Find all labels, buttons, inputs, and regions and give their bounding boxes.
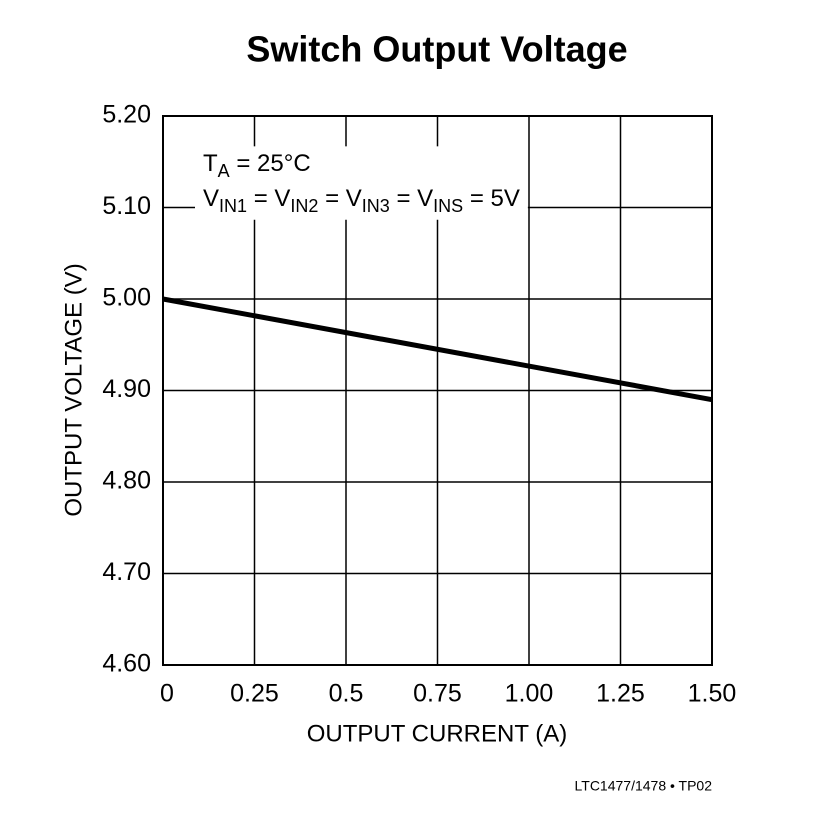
- x-tick-label: 0.75: [413, 680, 462, 708]
- annotation-part: = 5V: [463, 185, 520, 212]
- data-line: [162, 296, 713, 403]
- x-axis-label: OUTPUT CURRENT (A): [307, 720, 567, 747]
- chart-title: Switch Output Voltage: [246, 29, 627, 70]
- x-tick-label: 1.00: [505, 680, 554, 708]
- x-tick-label: 1.50: [688, 680, 737, 708]
- y-tick-label: 5.20: [102, 101, 151, 129]
- annotation-background: [195, 146, 528, 220]
- annotation-text: VIN1 = VIN2 = VIN3 = VINS = 5V: [203, 185, 520, 215]
- annotation-part: = V: [247, 185, 290, 212]
- y-tick-label: 4.80: [102, 467, 151, 495]
- x-tick-label: 0: [160, 680, 174, 708]
- subscript: IN1: [219, 196, 247, 216]
- subscript: A: [218, 161, 230, 181]
- annotation-part: T: [203, 150, 218, 177]
- subscript: INS: [433, 196, 463, 216]
- y-tick-label: 4.60: [102, 650, 151, 678]
- y-tick-label: 5.10: [102, 192, 151, 220]
- x-tick-label: 0.5: [329, 680, 364, 708]
- subscript: IN2: [290, 196, 318, 216]
- plot-frame: [162, 115, 713, 666]
- y-tick-label: 5.00: [102, 284, 151, 312]
- y-axis-label: OUTPUT VOLTAGE (V): [60, 263, 87, 516]
- subscript: IN3: [362, 196, 390, 216]
- x-tick-label: 1.25: [596, 680, 645, 708]
- footnote: LTC1477/1478 • TP02: [575, 778, 713, 794]
- annotation-part: = V: [318, 185, 361, 212]
- annotation-part: = 25°C: [230, 150, 311, 177]
- x-tick-label: 0.25: [230, 680, 279, 708]
- y-tick-label: 4.70: [102, 558, 151, 586]
- annotation-part: = V: [390, 185, 433, 212]
- annotation-text: TA = 25°C: [203, 150, 311, 180]
- y-tick-label: 4.90: [102, 375, 151, 403]
- annotation-part: V: [203, 185, 219, 212]
